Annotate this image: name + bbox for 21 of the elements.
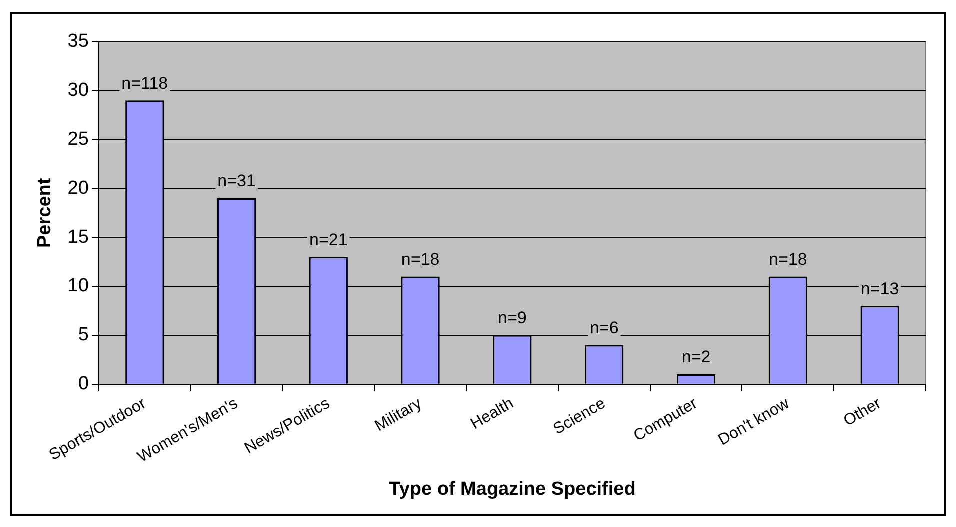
- annotation: n=13: [860, 279, 900, 298]
- annotation: n=18: [769, 250, 808, 269]
- y-tick-label: 15: [68, 226, 89, 248]
- annotation: n=2: [682, 348, 711, 367]
- annotation: n=6: [590, 318, 619, 338]
- x-tick-label: Other: [841, 394, 885, 430]
- y-tick-label: 10: [68, 276, 89, 297]
- annotation: n=18: [401, 250, 440, 269]
- y-tick-label: 25: [68, 129, 89, 150]
- y-tick-label: 0: [78, 374, 89, 395]
- y-tick-label: 30: [68, 80, 89, 102]
- annotation: n=9: [498, 308, 527, 328]
- annotation: n=118: [122, 74, 168, 93]
- y-tick-label: 5: [78, 324, 89, 346]
- y-tick-label: 35: [68, 31, 89, 52]
- annotation: n=21: [310, 230, 348, 250]
- y-tick-label: 20: [68, 178, 89, 199]
- x-tick-label: Don't know: [716, 394, 793, 450]
- y-axis-title: Percent: [34, 178, 56, 248]
- x-axis-title: Type of Magazine Specified: [389, 478, 636, 500]
- annotation: n=31: [218, 172, 256, 191]
